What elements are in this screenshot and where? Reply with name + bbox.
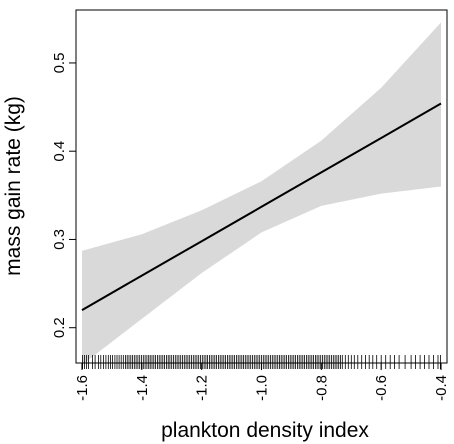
x-tick-label: -0.6	[373, 375, 390, 401]
x-tick-label: -1.6	[74, 375, 91, 401]
fit-line-layer	[81, 102, 442, 311]
x-tick-label: -1.0	[254, 375, 271, 401]
y-tick-label: 0.5	[51, 53, 68, 74]
confidence-band-layer	[82, 22, 441, 365]
x-axis: -1.6 -1.4 -1.2 -1.0 -0.8 -0.6 -0.4	[74, 363, 450, 401]
x-tick-label: -1.4	[134, 375, 151, 401]
x-tick-label: -0.4	[433, 375, 450, 401]
y-tick-label: 0.3	[51, 229, 68, 250]
x-axis-title: plankton density index	[161, 419, 369, 442]
y-axis: 0.2 0.3 0.4 0.5	[51, 53, 76, 338]
y-tick-label: 0.2	[51, 317, 68, 338]
confidence-band	[82, 22, 441, 365]
y-tick-label: 0.4	[51, 141, 68, 162]
x-tick-label: -1.2	[194, 375, 211, 401]
fit-line	[81, 102, 442, 311]
rug-layer	[82, 355, 441, 369]
x-tick-label: -0.8	[313, 375, 330, 401]
y-axis-title: mass gain rate (kg)	[2, 96, 25, 276]
